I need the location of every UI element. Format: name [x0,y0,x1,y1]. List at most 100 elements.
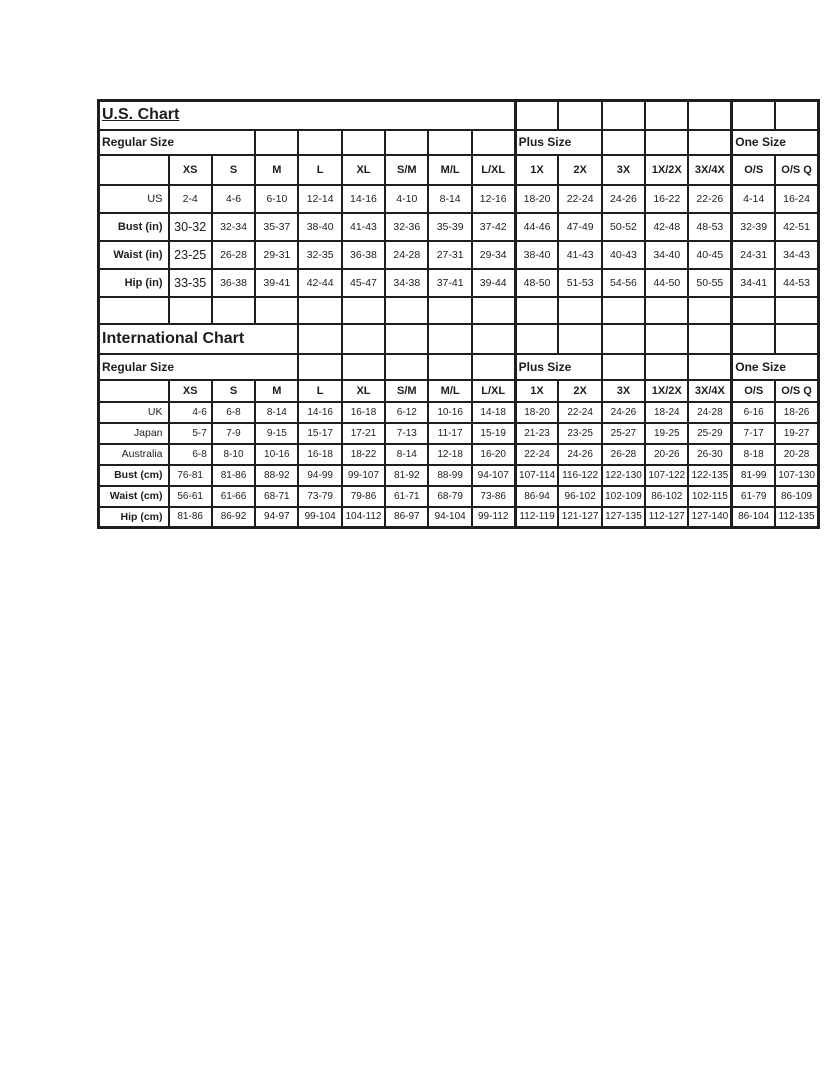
cell-us-o-s: 4-14 [730,183,777,214]
cell-waist-in-s-m: 24-28 [384,239,430,270]
empty-cell [644,128,690,156]
empty-cell [644,295,690,325]
cell-hip-cm-l: 99-104 [297,505,343,529]
intl-chart-row-hip-cm: Hip (cm) 81-86 86-92 94-97 99-104 104-112 86-9… [97,505,820,529]
row-label-waist-cm: Waist (cm) [97,484,170,508]
cell-hip-cm-l-xl: 99-112 [470,505,517,529]
empty-cell [600,128,647,156]
us-one-size-header: One Size [730,128,820,156]
us-size-column-header-s-m: S/M [384,153,430,186]
intl-chart-row-uk: UK 4-6 6-8 8-14 14-16 16-18 6-12 10-16 14-18 18-2… [97,400,820,424]
row-label-us: US [97,183,170,214]
cell-hip-in-o-s-q: 44-53 [774,267,820,298]
cell-japan-xs: 5-7 [167,421,213,445]
cell-waist-in-3x: 40-43 [600,239,647,270]
cell-japan-o-s-q: 19-27 [774,421,820,445]
empty-cell [600,322,647,355]
us-size-column-header-o-s: O/S [730,153,777,186]
cell-us-xs: 2-4 [167,183,213,214]
us-size-column-header-1x: 1X [513,153,560,186]
cell-waist-in-m-l: 27-31 [427,239,473,270]
cell-waist-cm-xs: 56-61 [167,484,213,508]
cell-us-s: 4-6 [210,183,257,214]
empty-cell [427,295,473,325]
cell-australia-1x-2x: 20-26 [644,442,690,466]
intl-chart-row-waist-cm: Waist (cm) 56-61 61-66 68-71 73-79 79-86 61-71… [97,484,820,508]
row-label-waist-in: Waist (in) [97,239,170,270]
cell-waist-cm-1x-2x: 86-102 [644,484,690,508]
cell-japan-1x: 21-23 [513,421,560,445]
cell-bust-cm-m: 88-92 [254,463,300,487]
us-chart-row-hip-in: Hip (in) 33-35 36-38 39-41 42-44 45-47 34-38 37… [97,267,820,298]
cell-hip-in-s-m: 34-38 [384,267,430,298]
cell-australia-s: 8-10 [210,442,257,466]
empty-cell [557,322,603,355]
cell-bust-in-s-m: 32-36 [384,211,430,242]
intl-size-column-header-1x: 1X [513,378,560,403]
cell-waist-in-m: 29-31 [254,239,300,270]
cell-australia-l: 16-18 [297,442,343,466]
cell-waist-in-2x: 41-43 [557,239,603,270]
us-chart-row-us: US 2-4 4-6 6-10 12-14 14-16 4-10 8-14 12-16 18-20… [97,183,820,214]
cell-waist-cm-1x: 86-94 [513,484,560,508]
cell-bust-in-o-s-q: 42-51 [774,211,820,242]
empty-cell [687,295,733,325]
intl-size-column-header-3x-4x: 3X/4X [687,378,733,403]
cell-japan-3x-4x: 25-29 [687,421,733,445]
cell-uk-o-s-q: 18-26 [774,400,820,424]
cell-us-3x: 24-26 [600,183,647,214]
size-chart-sheet: U.S. Chart Regular Size Plus Size One Size X… [97,99,820,529]
cell-waist-cm-2x: 96-102 [557,484,603,508]
cell-waist-in-o-s: 24-31 [730,239,777,270]
cell-japan-1x-2x: 19-25 [644,421,690,445]
empty-cell [687,352,733,381]
empty-cell [644,322,690,355]
intl-size-column-header-s: S [210,378,257,403]
cell-bust-in-3x-4x: 48-53 [687,211,733,242]
cell-hip-cm-1x: 112-119 [513,505,560,529]
empty-cell [297,128,343,156]
empty-cell [774,322,820,355]
cell-us-m: 6-10 [254,183,300,214]
cell-australia-1x: 22-24 [513,442,560,466]
cell-hip-in-m-l: 37-41 [427,267,473,298]
empty-cell [687,322,733,355]
cell-hip-in-l: 42-44 [297,267,343,298]
cell-australia-3x: 26-28 [600,442,647,466]
size-chart-table: U.S. Chart Regular Size Plus Size One Size X… [97,99,820,529]
cell-waist-in-xs: 23-25 [167,239,213,270]
intl-regular-size-header: Regular Size [97,352,300,381]
empty-cell [774,99,820,131]
us-regular-size-header: Regular Size [97,128,257,156]
cell-australia-s-m: 8-14 [384,442,430,466]
us-chart-empty-spacer-row [97,295,820,325]
cell-waist-in-3x-4x: 40-45 [687,239,733,270]
cell-waist-cm-l-xl: 73-86 [470,484,517,508]
cell-bust-cm-o-s-q: 107-130 [774,463,820,487]
cell-waist-cm-3x: 102-109 [600,484,647,508]
row-label-japan: Japan [97,421,170,445]
empty-cell [470,352,517,381]
cell-japan-s-m: 7-13 [384,421,430,445]
cell-hip-cm-o-s-q: 112-135 [774,505,820,529]
cell-waist-cm-s: 61-66 [210,484,257,508]
cell-bust-cm-3x-4x: 122-135 [687,463,733,487]
cell-hip-cm-o-s: 86-104 [730,505,777,529]
empty-cell [384,322,430,355]
cell-us-l-xl: 12-16 [470,183,517,214]
empty-cell [427,322,473,355]
cell-hip-cm-xl: 104-112 [340,505,387,529]
cell-australia-o-s: 8-18 [730,442,777,466]
cell-hip-cm-m-l: 94-104 [427,505,473,529]
cell-bust-cm-m-l: 88-99 [427,463,473,487]
intl-size-column-header-3x: 3X [600,378,647,403]
cell-bust-cm-1x-2x: 107-122 [644,463,690,487]
intl-size-column-header-1x-2x: 1X/2X [644,378,690,403]
cell-bust-in-1x-2x: 42-48 [644,211,690,242]
cell-hip-in-xs: 33-35 [167,267,213,298]
cell-waist-in-1x-2x: 34-40 [644,239,690,270]
us-chart-title-text: U.S. Chart [102,106,180,124]
us-size-column-header-m-l: M/L [427,153,473,186]
intl-size-column-header-o-s: O/S [730,378,777,403]
